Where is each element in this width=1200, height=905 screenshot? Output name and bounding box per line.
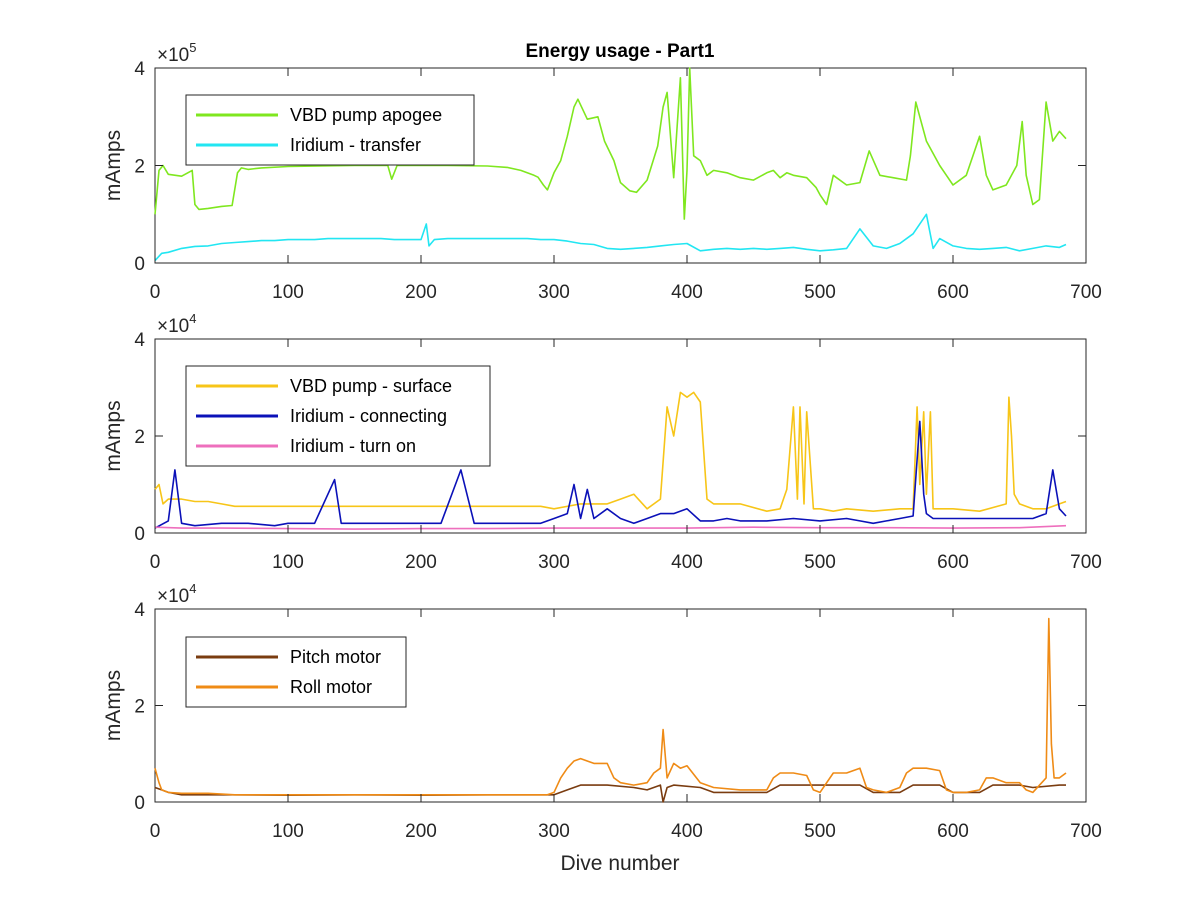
x-tick-label: 100 [272, 821, 304, 842]
x-tick-label: 300 [538, 821, 570, 842]
x-tick-label: 500 [804, 821, 836, 842]
y-tick-label: 2 [134, 157, 145, 178]
series-line-2 [154, 420, 1067, 529]
legend-entry: Iridium - turn on [290, 436, 416, 456]
legend-box [185, 94, 475, 166]
x-tick-label: 400 [671, 282, 703, 303]
series-line-2 [154, 213, 1067, 262]
y-tick-label: 2 [134, 697, 145, 718]
series-line-1 [154, 67, 1067, 220]
x-tick-label: 0 [150, 552, 161, 573]
legend-entry: Pitch motor [290, 647, 381, 667]
x-tick-label: 300 [538, 552, 570, 573]
y-axis-label: mAmps [102, 400, 125, 471]
x-tick-label: 300 [538, 282, 570, 303]
legend: VBD pump apogee Iridium - transfer [185, 94, 475, 166]
y-tick-label: 4 [134, 600, 145, 621]
legend-entry: Roll motor [290, 677, 372, 697]
legend: Pitch motor Roll motor [185, 636, 407, 708]
figure-title: Energy usage - Part1 [525, 41, 714, 62]
y-exponent-label: ×105 [157, 40, 196, 66]
series-line-1 [154, 391, 1067, 513]
y-exponent-power: 5 [189, 40, 196, 55]
y-tick-label: 0 [134, 524, 145, 545]
x-tick-label: 600 [937, 282, 969, 303]
y-exponent-power: 4 [189, 311, 196, 326]
x-axis-label: Dive number [560, 852, 679, 875]
legend-entry: VBD pump apogee [290, 105, 442, 125]
axes-3: 0 100 200 300 400 500 600 700024×104mAmpsPitch … [102, 581, 1102, 842]
x-tick-label: 700 [1070, 821, 1102, 842]
x-tick-label: 600 [937, 552, 969, 573]
series-line-3 [154, 524, 1067, 530]
x-tick-label: 0 [150, 821, 161, 842]
x-tick-label: 100 [272, 552, 304, 573]
series-line-2 [154, 617, 1067, 796]
x-tick-label: 200 [405, 282, 437, 303]
axes-1: 0 100 200 300 400 500 600 700 0 2 4 ×105 mAmps VBD pu… [102, 40, 1102, 303]
legend-entry: Iridium - transfer [290, 135, 421, 155]
x-tick-label: 400 [671, 552, 703, 573]
y-exponent-power: 4 [189, 581, 196, 596]
x-tick-label: 700 [1070, 282, 1102, 303]
legend-box [185, 636, 407, 708]
x-tick-label: 0 [150, 282, 161, 303]
x-tick-label: 700 [1070, 552, 1102, 573]
y-tick-label: 0 [134, 793, 145, 814]
y-tick-label: 4 [134, 330, 145, 351]
y-axis-label: mAmps [102, 130, 125, 201]
x-tick-label: 500 [804, 552, 836, 573]
x-tick-label: 100 [272, 282, 304, 303]
x-tick-label: 500 [804, 282, 836, 303]
x-tick-label: 400 [671, 821, 703, 842]
y-axis-label: mAmps [102, 670, 125, 741]
y-tick-label: 0 [134, 254, 145, 275]
legend: VBD pump - surface Iridium - connecting Ir… [185, 365, 491, 467]
x-tick-label: 200 [405, 552, 437, 573]
legend-entry: VBD pump - surface [290, 376, 452, 396]
legend-entry: Iridium - connecting [290, 406, 447, 426]
x-tick-label: 200 [405, 821, 437, 842]
x-tick-label: 600 [937, 821, 969, 842]
y-tick-label: 4 [134, 59, 145, 80]
y-tick-label: 2 [134, 427, 145, 448]
